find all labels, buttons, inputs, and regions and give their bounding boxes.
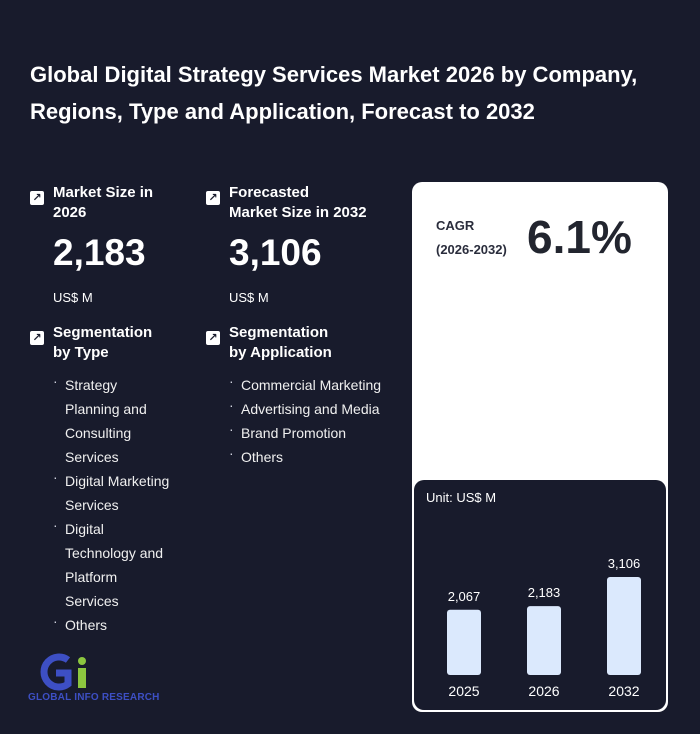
logo-text: GLOBAL INFO RESEARCH bbox=[28, 692, 160, 703]
market-size-label-line1: Market Size in bbox=[53, 184, 154, 201]
cagr-period-label: (2026-2032) bbox=[436, 242, 507, 257]
type-item-line: Digital bbox=[65, 521, 104, 537]
company-logo: GLOBAL INFO RESEARCH bbox=[28, 652, 178, 712]
market-size-unit: US$ M bbox=[53, 290, 93, 305]
trend-arrow-icon: ↗ bbox=[206, 191, 220, 205]
x-tick-label: 2025 bbox=[448, 683, 479, 699]
forecast-size-unit: US$ M bbox=[229, 290, 269, 305]
segmentation-type-label-line2: by Type bbox=[53, 344, 109, 361]
cagr-label: CAGR bbox=[436, 218, 475, 233]
trend-arrow-icon: ↗ bbox=[30, 331, 44, 345]
application-list-item: Brand Promotion bbox=[229, 417, 404, 445]
segmentation-type-label: Segmentation by Type bbox=[53, 323, 152, 363]
trend-arrow-icon: ↗ bbox=[30, 191, 44, 205]
application-list: Commercial Marketing Advertising and Med… bbox=[229, 369, 404, 469]
type-item-line: Services bbox=[65, 497, 119, 513]
type-item-line: Technology and bbox=[65, 545, 164, 561]
bar-2025 bbox=[447, 609, 481, 675]
application-list-item: Commercial Marketing bbox=[229, 369, 404, 397]
type-item-line: Strategy bbox=[65, 377, 118, 393]
type-item-line: Services bbox=[65, 449, 119, 465]
forecast-size-label-line1: Forecasted bbox=[229, 184, 310, 201]
bar-2026 bbox=[527, 606, 561, 675]
market-size-label-line2: 2026 bbox=[53, 204, 87, 221]
type-item-line: Platform bbox=[65, 569, 118, 585]
market-size-value: 2,183 bbox=[53, 232, 146, 273]
segmentation-type-label-line1: Segmentation bbox=[53, 324, 153, 341]
bar-2032 bbox=[607, 577, 641, 675]
type-item-line: Consulting bbox=[65, 425, 132, 441]
bar-chart-svg: 2,067 2025 2,183 2026 3,106 2032 bbox=[447, 556, 641, 699]
segmentation-application-label: Segmentation by Application bbox=[229, 323, 332, 363]
application-list-item: Advertising and Media bbox=[229, 393, 404, 421]
type-list-item: Digital Technology and Platform Services bbox=[53, 513, 183, 613]
chart-unit-label: Unit: US$ M bbox=[426, 490, 497, 505]
segmentation-application-label-line2: by Application bbox=[229, 344, 332, 361]
x-tick-label: 2032 bbox=[608, 683, 639, 699]
segmentation-application-label-line1: Segmentation bbox=[229, 324, 329, 341]
forecast-size-label-line2: Market Size in 2032 bbox=[229, 204, 367, 221]
type-list-item: Others bbox=[53, 609, 183, 637]
type-item-line: Services bbox=[65, 593, 119, 609]
forecast-size-value: 3,106 bbox=[229, 232, 322, 273]
bar-value-label: 2,183 bbox=[528, 585, 561, 600]
trend-arrow-icon: ↗ bbox=[206, 331, 220, 345]
type-item-line: Others bbox=[65, 617, 108, 633]
market-size-label: Market Size in 2026 bbox=[53, 183, 153, 223]
type-list: Strategy Planning and Consulting Service… bbox=[53, 369, 183, 637]
x-tick-label: 2026 bbox=[528, 683, 559, 699]
bar-value-label: 3,106 bbox=[608, 556, 641, 571]
application-list-item: Others bbox=[229, 441, 404, 469]
type-item-line: Planning and bbox=[65, 401, 147, 417]
page-title: Global Digital Strategy Services Market … bbox=[30, 62, 638, 124]
cagr-value: 6.1% bbox=[527, 211, 632, 263]
bar-value-label: 2,067 bbox=[448, 589, 481, 604]
type-list-item: Strategy Planning and Consulting Service… bbox=[53, 369, 183, 469]
cagr-card: CAGR (2026-2032) 6.1% Unit: US$ M 2,067 2… bbox=[412, 182, 668, 712]
type-list-item: Digital Marketing Services bbox=[53, 465, 183, 517]
forecast-size-label: Forecasted Market Size in 2032 bbox=[229, 183, 367, 223]
logo-mark-icon bbox=[40, 653, 86, 691]
type-item-line: Digital Marketing bbox=[65, 473, 170, 489]
bar-chart: Unit: US$ M 2,067 2025 2,183 2026 3,106 2032 bbox=[414, 480, 666, 710]
